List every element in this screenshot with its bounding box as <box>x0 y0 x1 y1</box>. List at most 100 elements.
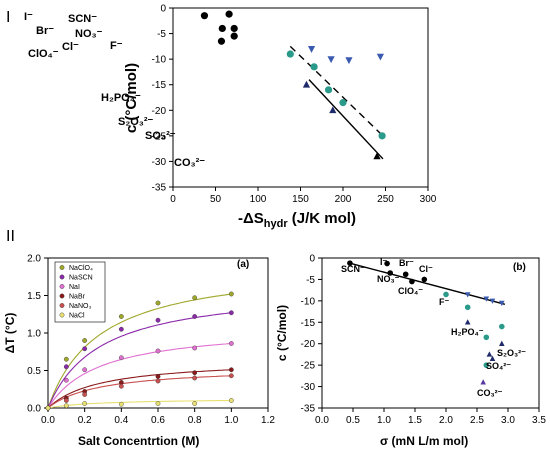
y-axis-label-IIb: c (°C/mol) <box>275 305 289 361</box>
ion-label-b-bromide: Br⁻ <box>399 258 414 268</box>
data-point <box>228 373 234 379</box>
y-axis-label-IIa: ΔT (°C) <box>3 313 17 354</box>
x-tick-label: 0.0 <box>315 415 329 426</box>
data-point <box>489 298 496 304</box>
y-tick-label: 1.5 <box>27 291 41 302</box>
data-point <box>347 260 353 266</box>
fit-lines-I <box>289 45 384 160</box>
ion-label-carbonate: CO₃²⁻ <box>174 157 205 169</box>
x-tick-label: 300 <box>420 194 437 205</box>
y-tick-labels-I: 0 -5 -10 -15 -20 -25 -30 -35 <box>152 4 173 194</box>
y-tick-label: -35 <box>301 404 316 415</box>
y-tick-label: 0.0 <box>27 404 41 415</box>
ion-label-b-nitrate: NO₃⁻ <box>377 274 400 284</box>
legend-label: NaSCN <box>69 275 93 282</box>
data-point <box>63 364 69 370</box>
y-tick-label: -15 <box>301 318 316 329</box>
data-point <box>384 260 390 267</box>
y-tick-label: -15 <box>152 80 167 91</box>
ion-label-b-chloride: Cl⁻ <box>419 264 433 274</box>
corner-label-b: (b) <box>513 262 526 273</box>
data-point <box>200 12 209 20</box>
data-point <box>489 355 496 361</box>
x-tick-label: 200 <box>335 194 352 205</box>
x-axis-label-I: -ΔShydr (J/K mol) <box>238 210 356 230</box>
y-tick-label: -30 <box>152 157 167 168</box>
x-axis-label-IIb: σ (mN L/m mol) <box>380 434 468 448</box>
data-point <box>155 401 161 406</box>
y-tick-label: 0.5 <box>27 366 41 377</box>
data-point <box>217 37 226 45</box>
data-point <box>192 314 198 319</box>
fit-curves-IIa <box>47 293 232 409</box>
ion-label-bromide: Br⁻ <box>36 25 54 37</box>
fit-curve <box>47 369 232 409</box>
data-point <box>486 351 493 357</box>
data-point <box>118 326 124 332</box>
data-point <box>378 132 386 140</box>
y-tick-label: -5 <box>306 275 315 286</box>
data-point <box>228 341 234 346</box>
data-point <box>192 375 198 381</box>
ion-label-b-iodide: I⁻ <box>380 257 388 267</box>
legend-marker <box>59 265 65 270</box>
data-point <box>82 401 88 406</box>
data-point <box>402 271 409 278</box>
data-points-IIb <box>347 260 505 385</box>
x-tick-label: 1.0 <box>224 415 238 426</box>
x-tick-label: 0.8 <box>188 415 202 426</box>
plot-frame-I <box>172 7 429 188</box>
ion-label-nitrate: NO₃⁻ <box>75 28 103 40</box>
legend-marker <box>59 303 65 308</box>
x-tick-label: 2.5 <box>470 415 484 426</box>
ion-label-b-sulfate: SO₄²⁻ <box>486 361 511 371</box>
x-tick-label: 0.0 <box>41 415 55 426</box>
data-point <box>82 338 88 343</box>
data-point <box>483 362 490 368</box>
x-tick-label: 3.0 <box>501 415 515 426</box>
x-tick-label: 100 <box>250 194 267 205</box>
y-tick-label: -10 <box>152 55 167 66</box>
x-tick-label: 0.6 <box>151 415 165 426</box>
y-tick-label: -20 <box>301 339 316 350</box>
data-point <box>483 296 490 302</box>
x-tick-labels-IIa: 0.0 0.2 0.4 0.6 0.8 1.0 1.2 <box>41 408 275 426</box>
data-point <box>387 270 394 276</box>
x-tick-label: 50 <box>210 194 222 205</box>
x-tick-label: 150 <box>292 194 309 205</box>
y-axis-label-I: c (°C/mol) <box>123 63 140 133</box>
fit-line <box>289 45 384 137</box>
legend-marker <box>59 274 65 280</box>
fit-curve <box>47 399 232 409</box>
data-point <box>63 398 69 403</box>
x-tick-labels-I: 0 50 100 150 200 250 300 <box>170 187 437 205</box>
ion-label-dihydrogen-phosphate: H₂PO₄⁻ <box>101 92 141 104</box>
data-point <box>192 295 198 301</box>
data-point <box>373 152 381 160</box>
ion-label-iodide: I⁻ <box>24 11 33 23</box>
data-point <box>225 10 233 18</box>
ion-label-thiocyanate: SCN⁻ <box>68 13 97 25</box>
data-point <box>228 291 234 297</box>
legend-label: NaI <box>69 284 80 291</box>
ion-labels-I: I⁻ SCN⁻ Br⁻ NO₃⁻ Cl⁻ ClO₄⁻ F⁻ H₂PO₄⁻ S₂O… <box>24 11 205 169</box>
fit-curve <box>47 293 232 409</box>
data-point <box>324 86 333 94</box>
y-tick-labels-IIa: 0.0 0.5 1.0 1.5 2.0 <box>27 254 48 415</box>
data-point <box>421 276 428 283</box>
x-axis-label-IIa: Salt Concentrtion (M) <box>78 434 199 448</box>
data-point <box>345 57 353 65</box>
x-tick-label: 1.5 <box>408 415 422 426</box>
ion-label-b-fluoride: F⁻ <box>439 297 449 307</box>
y-tick-label: -5 <box>157 29 166 40</box>
y-tick-label: 2.0 <box>27 254 41 265</box>
plot-frame-IIb <box>321 257 540 409</box>
data-point <box>118 355 124 361</box>
y-tick-labels-IIb: 0 -5 -10 -15 -20 -25 -30 -35 <box>301 254 322 415</box>
y-tick-label: 1.0 <box>27 329 41 340</box>
data-point <box>307 46 316 53</box>
x-tick-label: 0 <box>170 194 176 205</box>
corner-label-a: (a) <box>237 259 249 270</box>
legend-marker <box>59 284 65 289</box>
